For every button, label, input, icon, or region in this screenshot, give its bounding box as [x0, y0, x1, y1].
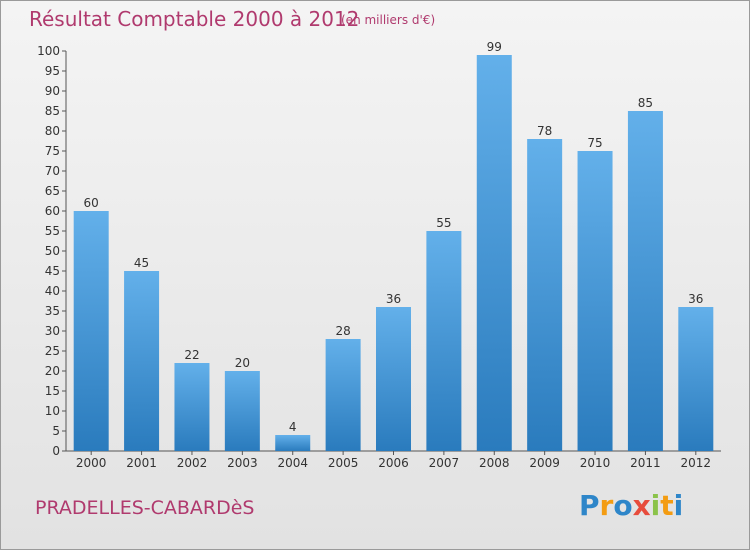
- chart-title: Résultat Comptable 2000 à 2012: [29, 7, 360, 31]
- logo-letter: i: [650, 489, 661, 522]
- x-tick-label-2003: 2003: [227, 456, 258, 470]
- data-label-2004: 4: [289, 420, 297, 434]
- x-axis: 2000 2001 2002 2003 2004 2005 2006 2007 2008 2009…: [66, 450, 721, 470]
- y-tick-label: 50: [45, 244, 60, 258]
- bar-2007: [426, 231, 462, 451]
- data-label-2011: 85: [638, 96, 653, 110]
- y-tick-label: 25: [45, 344, 60, 358]
- data-label-2000: 60: [84, 196, 99, 210]
- bar-2000: [73, 211, 109, 451]
- x-tick-label-2006: 2006: [378, 456, 409, 470]
- y-tick-label: 10: [45, 404, 60, 418]
- bar-2001: [124, 271, 160, 451]
- y-tick-label: 100: [37, 44, 60, 58]
- bar-2010: [577, 151, 613, 451]
- bar-2004: [275, 435, 311, 451]
- y-tick-label: 75: [45, 144, 60, 158]
- data-label-2012: 36: [688, 292, 703, 306]
- logo-letter: t: [660, 489, 674, 522]
- data-label-2007: 55: [436, 216, 451, 230]
- y-tick-label: 5: [52, 424, 60, 438]
- bar-2008: [476, 55, 512, 451]
- x-tick-label-2005: 2005: [328, 456, 359, 470]
- y-tick-label: 15: [45, 384, 60, 398]
- data-label-2005: 28: [335, 324, 350, 338]
- x-tick-label-2012: 2012: [681, 456, 712, 470]
- data-label-2002: 22: [184, 348, 199, 362]
- y-tick-label: 20: [45, 364, 60, 378]
- data-label-2001: 45: [134, 256, 149, 270]
- logo-letter: x: [632, 489, 651, 522]
- bar-2012: [678, 307, 714, 451]
- y-tick-label: 65: [45, 184, 60, 198]
- chart-subtitle: (en milliers d'€): [341, 13, 436, 27]
- x-tick-label-2001: 2001: [126, 456, 157, 470]
- y-tick-label: 35: [45, 304, 60, 318]
- city-name: PRADELLES-CABARDèS: [35, 497, 255, 519]
- y-tick-label: 85: [45, 104, 60, 118]
- logo-letter: P: [579, 489, 600, 522]
- y-tick-label: 60: [45, 204, 60, 218]
- y-tick-label: 80: [45, 124, 60, 138]
- bar-2009: [527, 139, 563, 451]
- data-label-2010: 75: [587, 136, 602, 150]
- x-tick-label-2010: 2010: [580, 456, 611, 470]
- y-tick-label: 90: [45, 84, 60, 98]
- bar-2011: [627, 111, 663, 451]
- bar-2005: [325, 339, 361, 451]
- logo-letter: o: [613, 489, 633, 522]
- y-tick-label: 30: [45, 324, 60, 338]
- data-label-2003: 20: [235, 356, 250, 370]
- data-label-2009: 78: [537, 124, 552, 138]
- y-tick-label: 95: [45, 64, 60, 78]
- x-tick-label-2002: 2002: [177, 456, 208, 470]
- y-tick-label: 40: [45, 284, 60, 298]
- x-tick-label-2000: 2000: [76, 456, 107, 470]
- bars: [73, 55, 714, 451]
- bar-2006: [376, 307, 411, 451]
- bar-2002: [174, 363, 210, 451]
- y-tick-label: 70: [45, 164, 60, 178]
- x-tick-label-2004: 2004: [277, 456, 308, 470]
- x-tick-label-2007: 2007: [429, 456, 460, 470]
- y-tick-label: 0: [52, 444, 60, 458]
- logo-letter: r: [599, 489, 614, 522]
- x-tick-label-2009: 2009: [529, 456, 560, 470]
- x-tick-label-2011: 2011: [630, 456, 661, 470]
- data-label-2008: 99: [487, 40, 502, 54]
- logo-letter: i: [673, 489, 684, 522]
- data-label-2006: 36: [386, 292, 401, 306]
- x-tick-label-2008: 2008: [479, 456, 510, 470]
- y-tick-label: 45: [45, 264, 60, 278]
- data-labels: 60 45 22 20 4 28 36 55 99 78 75 85 36: [84, 40, 704, 434]
- bar-2003: [224, 371, 260, 451]
- y-tick-label: 55: [45, 224, 60, 238]
- y-axis: 0 5 10 15 20 25 30 35 40 45 50 55 60 65 70 75 80 85 90 95 10…: [37, 44, 67, 458]
- proxiti-logo[interactable]: Proxiti: [579, 489, 683, 522]
